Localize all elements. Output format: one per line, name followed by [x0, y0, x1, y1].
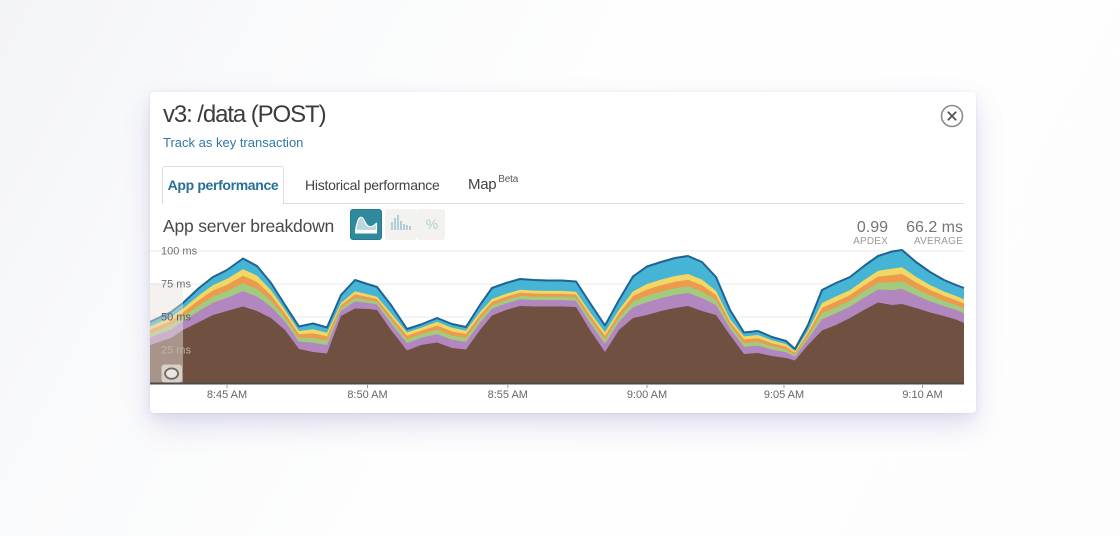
svg-text:8:50 AM: 8:50 AM — [347, 389, 387, 401]
svg-text:8:55 AM: 8:55 AM — [488, 389, 528, 401]
svg-text:100 ms: 100 ms — [161, 246, 198, 258]
svg-text:9:05 AM: 9:05 AM — [764, 389, 804, 401]
svg-text:50 ms: 50 ms — [161, 312, 191, 324]
svg-text:9:10 AM: 9:10 AM — [902, 389, 942, 401]
svg-text:9:00 AM: 9:00 AM — [627, 389, 667, 401]
svg-text:25 ms: 25 ms — [161, 345, 191, 357]
svg-text:%: % — [426, 216, 438, 232]
svg-text:75 ms: 75 ms — [161, 279, 191, 291]
svg-text:8:45 AM: 8:45 AM — [207, 389, 247, 401]
